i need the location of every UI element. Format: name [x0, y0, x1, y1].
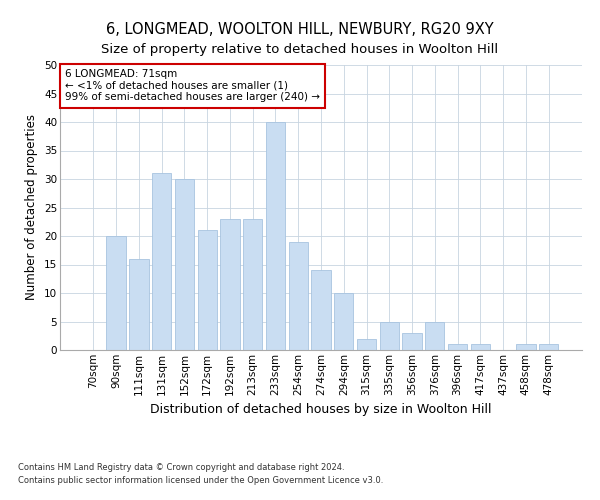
Bar: [357, 338, 376, 350]
Text: Contains public sector information licensed under the Open Government Licence v3: Contains public sector information licen…: [18, 476, 383, 485]
Text: 6 LONGMEAD: 71sqm
← <1% of detached houses are smaller (1)
99% of semi-detached : 6 LONGMEAD: 71sqm ← <1% of detached hous…: [65, 70, 320, 102]
Bar: [129, 259, 149, 350]
Bar: [539, 344, 558, 350]
Y-axis label: Number of detached properties: Number of detached properties: [25, 114, 38, 300]
Bar: [403, 333, 422, 350]
Bar: [266, 122, 285, 350]
Bar: [243, 219, 262, 350]
Bar: [197, 230, 217, 350]
Bar: [175, 179, 194, 350]
Bar: [380, 322, 399, 350]
Bar: [334, 293, 353, 350]
Text: 6, LONGMEAD, WOOLTON HILL, NEWBURY, RG20 9XY: 6, LONGMEAD, WOOLTON HILL, NEWBURY, RG20…: [106, 22, 494, 38]
Bar: [106, 236, 126, 350]
Text: Size of property relative to detached houses in Woolton Hill: Size of property relative to detached ho…: [101, 42, 499, 56]
Bar: [448, 344, 467, 350]
Bar: [220, 219, 239, 350]
Bar: [425, 322, 445, 350]
Bar: [289, 242, 308, 350]
Bar: [311, 270, 331, 350]
Text: Contains HM Land Registry data © Crown copyright and database right 2024.: Contains HM Land Registry data © Crown c…: [18, 464, 344, 472]
Bar: [470, 344, 490, 350]
Bar: [152, 174, 172, 350]
Bar: [516, 344, 536, 350]
X-axis label: Distribution of detached houses by size in Woolton Hill: Distribution of detached houses by size …: [150, 403, 492, 416]
